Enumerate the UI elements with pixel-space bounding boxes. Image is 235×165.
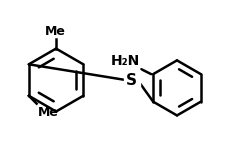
Text: S: S <box>126 73 137 88</box>
Text: Me: Me <box>38 106 59 119</box>
Text: Me: Me <box>45 25 66 38</box>
Text: H₂N: H₂N <box>111 54 140 68</box>
